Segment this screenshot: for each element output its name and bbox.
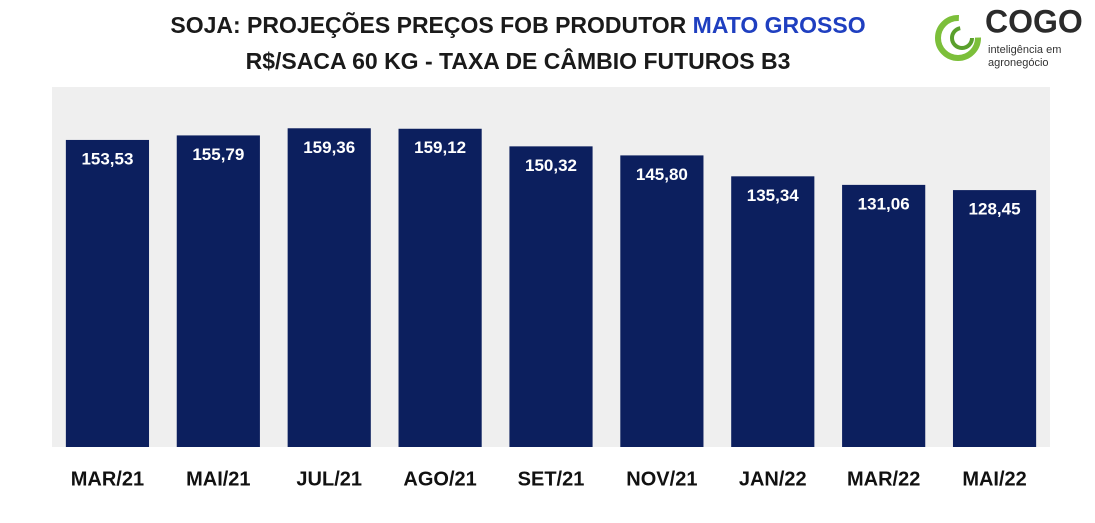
value-label: 159,12 xyxy=(414,138,466,157)
logo-icon-inner xyxy=(950,26,974,50)
bar xyxy=(398,128,482,447)
x-tick-label: MAI/22 xyxy=(962,468,1026,490)
logo-tagline: inteligência em xyxy=(988,44,1061,56)
bar xyxy=(952,190,1037,447)
title-main: SOJA: PROJEÇÕES PREÇOS FOB PRODUTOR xyxy=(170,11,686,38)
bar xyxy=(620,155,704,447)
bar xyxy=(176,135,260,448)
bar xyxy=(287,128,371,447)
x-tick-label: MAI/21 xyxy=(186,468,250,490)
x-tick-label: JAN/22 xyxy=(739,468,807,490)
value-label: 159,36 xyxy=(303,138,355,157)
x-tick-label: NOV/21 xyxy=(626,468,697,490)
x-tick-label: SET/21 xyxy=(518,468,585,490)
x-tick-label: MAR/21 xyxy=(71,468,144,490)
x-tick-label: JUL/21 xyxy=(296,468,362,490)
logo-tagline: agronegócio xyxy=(988,57,1049,69)
bar xyxy=(65,139,150,447)
bar xyxy=(509,146,593,448)
chart-title: SOJA: PROJEÇÕES PREÇOS FOB PRODUTOR MATO… xyxy=(170,11,865,38)
logo-icon xyxy=(935,15,981,61)
logo-name: COGO xyxy=(985,3,1083,39)
title-highlight: MATO GROSSO xyxy=(693,12,866,38)
value-label: 128,45 xyxy=(969,200,1021,219)
bar xyxy=(842,184,926,447)
logo: COGO inteligência em agronegócio xyxy=(935,3,1083,69)
x-tick-label: AGO/21 xyxy=(403,468,476,490)
value-label: 155,79 xyxy=(192,145,244,164)
x-tick-label: MAR/22 xyxy=(847,468,920,490)
value-label: 145,80 xyxy=(636,165,688,184)
bar xyxy=(731,176,815,447)
value-label: 150,32 xyxy=(525,156,577,175)
value-label: 131,06 xyxy=(858,194,910,213)
value-label: 135,34 xyxy=(747,186,800,205)
chart-subtitle: R$/SACA 60 KG - TAXA DE CÂMBIO FUTUROS B… xyxy=(246,47,791,74)
value-label: 153,53 xyxy=(81,149,133,168)
